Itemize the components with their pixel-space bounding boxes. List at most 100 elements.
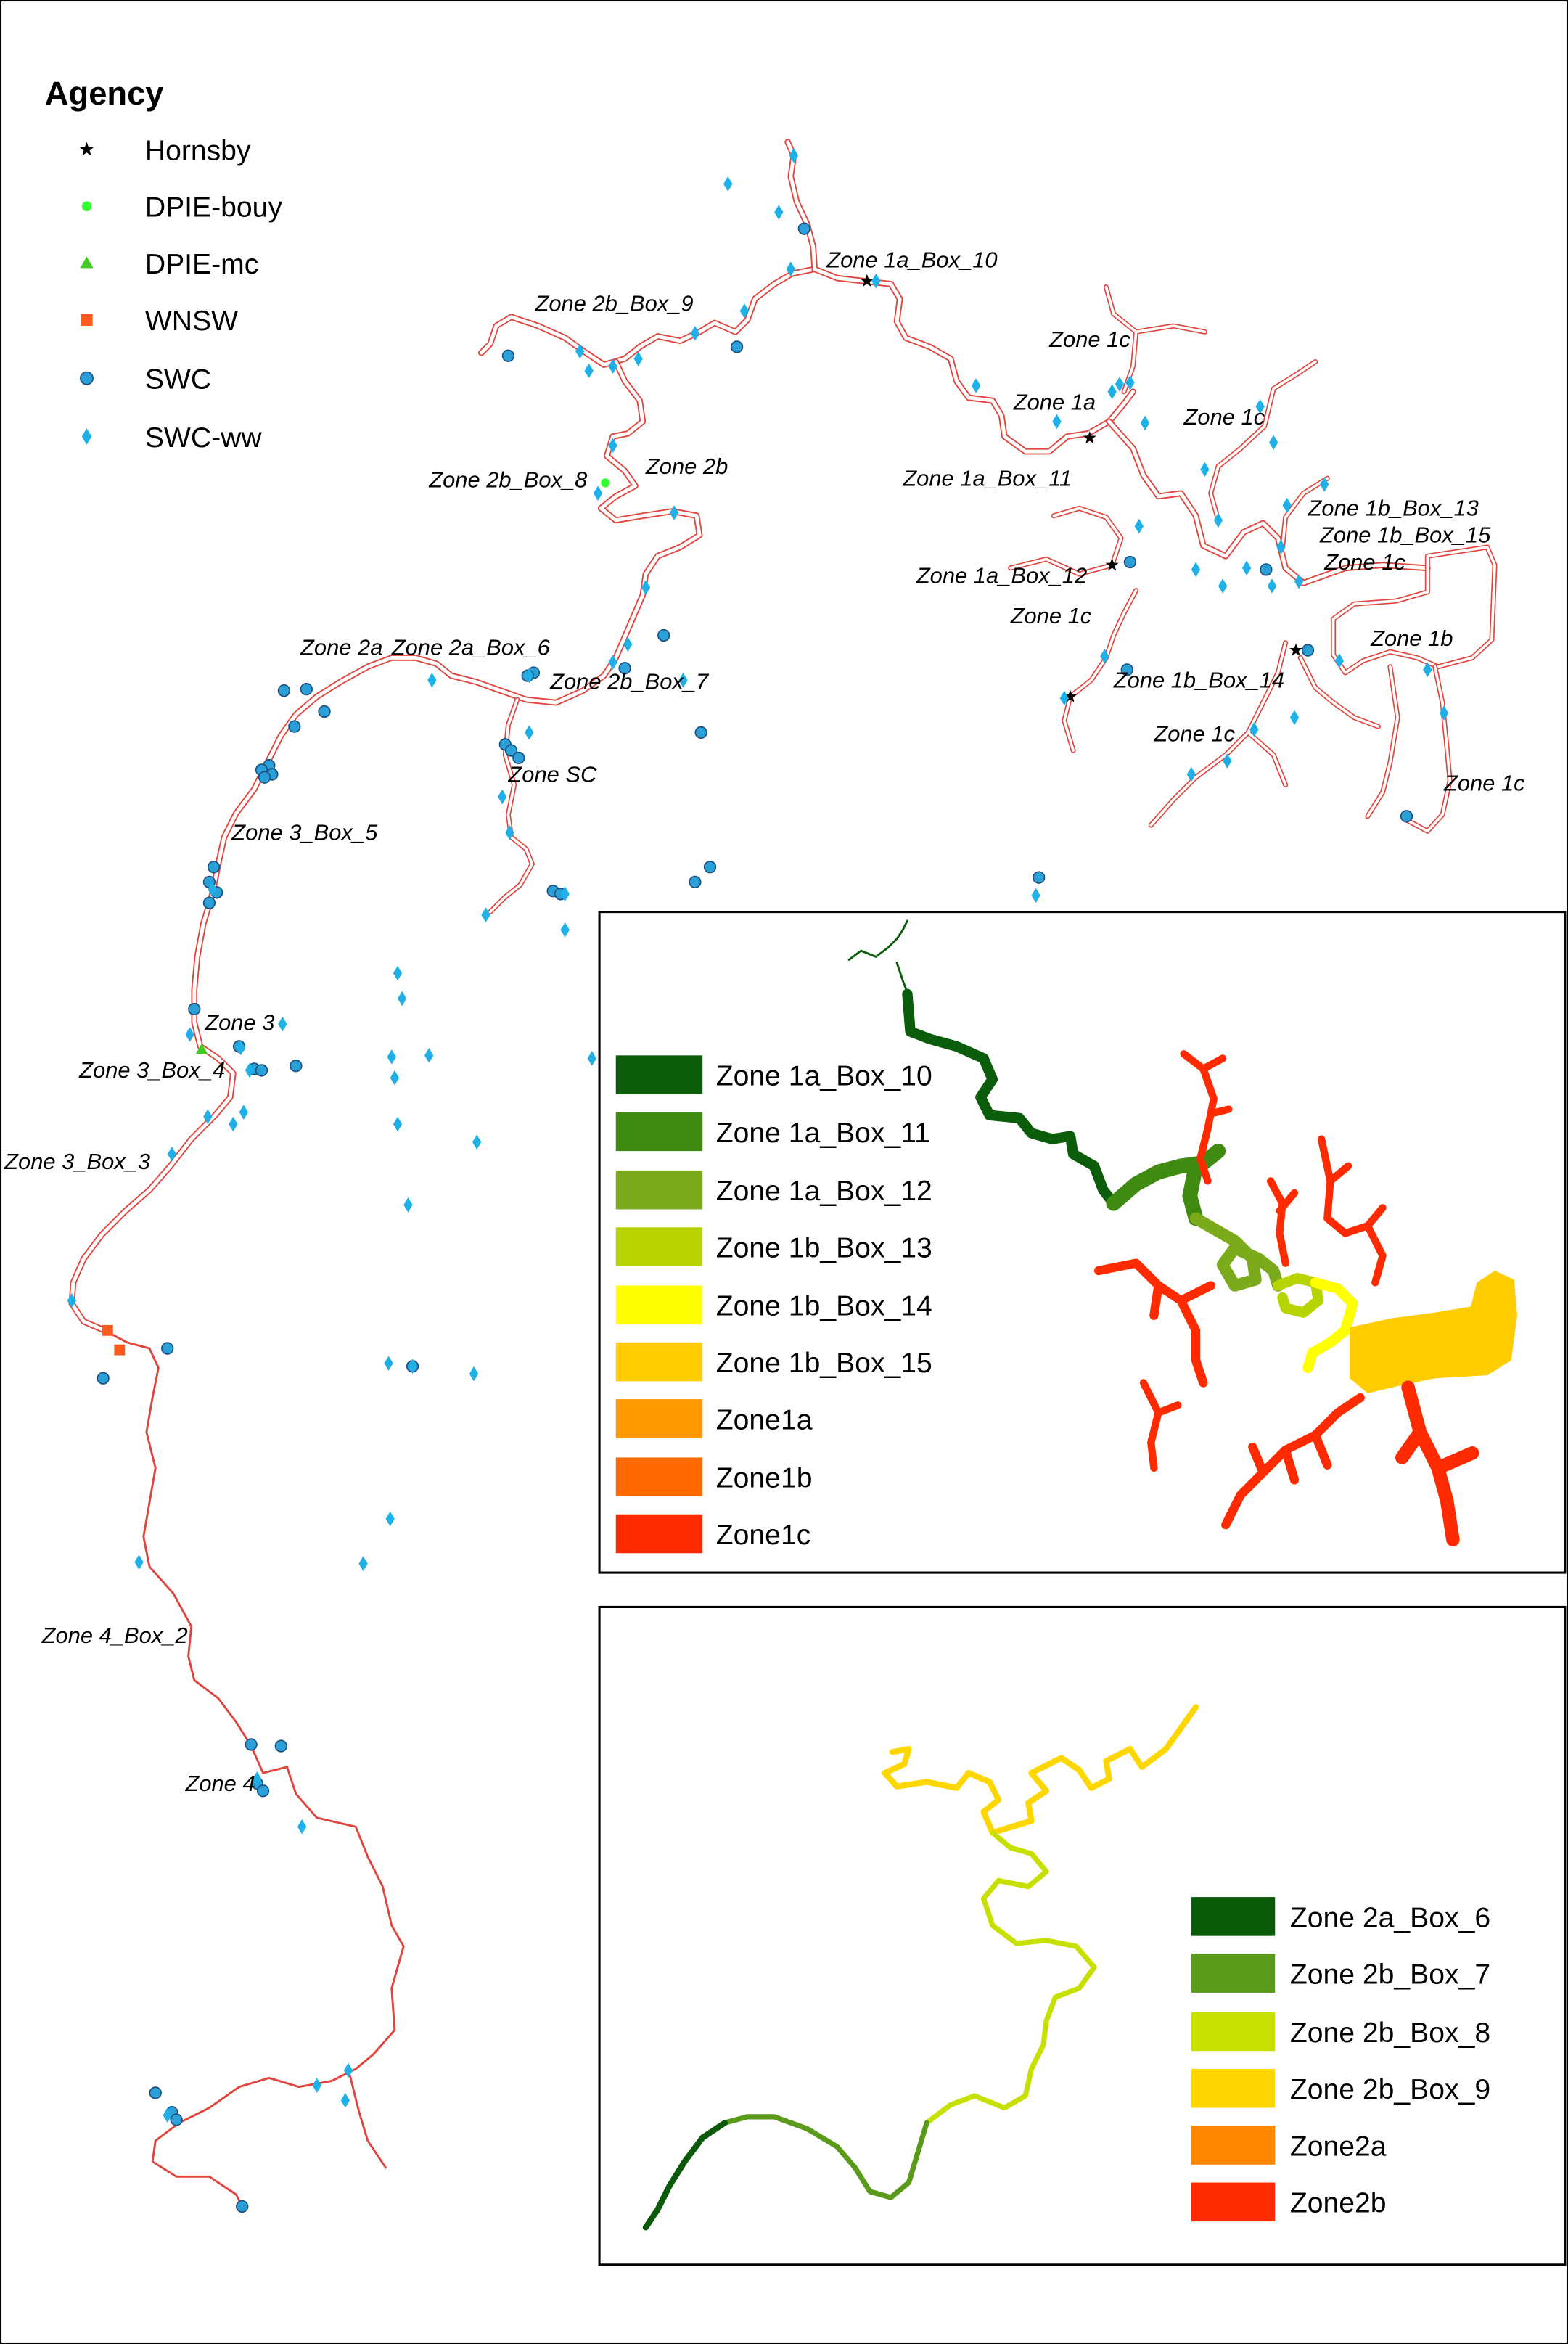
legend-label: Zone 1a_Box_12 [716, 1176, 932, 1207]
legend-label: Zone1b [716, 1463, 813, 1494]
zone2-inset-legend: Zone 2a_Box_6 Zone 2b_Box_7 Zone 2b_Box_… [1191, 1897, 1490, 2222]
legend-symbol [81, 314, 93, 326]
zone-label: Zone 3 [204, 1009, 274, 1035]
zone-label: Zone 4_Box_2 [41, 1623, 188, 1648]
legend-swatch [615, 1342, 703, 1382]
legend-swatch [615, 1112, 703, 1152]
swc-ww-site-marker [390, 1070, 400, 1086]
swc-ww-site-marker [245, 1062, 255, 1078]
legend-label: Zone 1a_Box_10 [716, 1061, 932, 1092]
hornsby-site-marker [1105, 558, 1119, 571]
zone1-inset: Zone 1a_Box_10 Zone 1a_Box_11 Zone 1a_Bo… [598, 911, 1567, 1574]
swc-ww-site-marker [239, 1105, 248, 1120]
legend-label: Zone 2b_Box_9 [1290, 2074, 1490, 2105]
swc-ww-site-marker [633, 351, 643, 366]
zone-label: Zone 3_Box_3 [4, 1149, 150, 1174]
swc-ww-site-marker [1294, 574, 1304, 589]
zone1c-tributary-area [1395, 1380, 1479, 1547]
swc-ww-site-marker [134, 1554, 144, 1570]
swc-ww-site-marker [343, 2062, 353, 2078]
swc-site-marker [689, 875, 702, 889]
zone2b-box7-area [722, 2114, 929, 2200]
swc-ww-site-marker [575, 343, 585, 359]
swc-site-marker [300, 682, 313, 696]
swc-ww-site-marker [584, 363, 594, 379]
swc-site-marker [797, 222, 810, 235]
swc-ww-site-marker [1223, 753, 1232, 769]
dpie-bouy-site-marker [601, 478, 610, 488]
zone-labels: Zone 1a_Box_10 Zone 2b_Box_9 Zone 1c Zon… [4, 247, 1525, 1796]
swc-site-marker [202, 896, 216, 909]
swc-ww-site-marker [608, 438, 617, 454]
swc-ww-site-marker [408, 1359, 417, 1374]
swc-ww-site-marker [167, 1146, 177, 1162]
swc-ww-site-marker [424, 1048, 434, 1063]
swc-site-marker [149, 2086, 162, 2099]
legend-label: Zone 2a_Box_6 [1290, 1902, 1490, 1933]
swc-ww-site-marker [472, 1134, 482, 1150]
swc-site-marker [256, 1784, 270, 1798]
swc-ww-site-marker [723, 176, 733, 192]
swc-ww-site-marker [1282, 497, 1292, 513]
swc-site-marker [258, 771, 271, 784]
zone-label: Zone 1a_Box_11 [902, 465, 1072, 491]
zone1a-upper-creek [847, 919, 908, 994]
legend-label: Zone 2b_Box_8 [1290, 2017, 1490, 2049]
swc-site-marker [694, 726, 707, 739]
wnsw-site-marker [102, 1324, 113, 1336]
swc-site-marker [236, 2200, 249, 2213]
swc-site-marker [1301, 644, 1315, 657]
swc-ww-site-marker [1107, 384, 1117, 400]
zone1c-areas [1093, 1050, 1479, 1547]
zone-label: Zone 1c [1323, 549, 1405, 575]
swc-site-marker [657, 628, 670, 642]
zone-label: Zone 1c [1010, 603, 1092, 628]
legend-label: DPIE-mc [145, 249, 259, 280]
zone1a-box12-area [1189, 1212, 1284, 1292]
zone1a-box10-area [902, 988, 1119, 1209]
swc-ww-site-marker [587, 1051, 596, 1066]
swc-ww-site-marker [497, 789, 507, 805]
swc-ww-site-marker [208, 882, 217, 897]
zone-label: Zone 2b_Box_8 [428, 467, 587, 493]
swc-ww-site-marker [469, 1366, 479, 1382]
circle-icon [81, 201, 92, 212]
swc-ww-site-marker [1115, 377, 1125, 392]
zone-label: Zone SC [507, 761, 597, 787]
legend-item-dpie-bouy: DPIE-bouy [81, 192, 282, 224]
legend-symbol [79, 142, 94, 156]
swc-ww-site-marker [340, 2092, 350, 2108]
legend-label: Zone 1a_Box_11 [716, 1118, 930, 1149]
legend-swatch [615, 1399, 703, 1438]
swc-ww-site-marker [393, 1116, 403, 1132]
zone1c-tributary-area [1093, 1258, 1215, 1388]
zone1b-box13-area [1273, 1273, 1324, 1318]
legend-swatch [615, 1227, 703, 1266]
legend-label: Zone 1b_Box_13 [716, 1232, 932, 1263]
swc-site-marker [170, 2113, 183, 2126]
zone1c-tributary-area [1139, 1379, 1182, 1472]
swc-ww-site-marker [871, 273, 881, 289]
swc-ww-site-marker [403, 1197, 413, 1213]
zone-label: Zone 2b_Box_9 [535, 290, 694, 316]
zone1c-tributary-area [1266, 1177, 1299, 1267]
swc-site-marker [504, 744, 518, 757]
legend-swatch [615, 1055, 703, 1094]
legend-label: Zone2a [1290, 2131, 1387, 2162]
zone-label: Zone 2a [300, 634, 382, 660]
swc-ww-site-marker [1255, 399, 1265, 414]
swc-site-marker [277, 684, 291, 697]
swc-site-marker [255, 1064, 268, 1077]
zone-label: Zone 2b_Box_7 [549, 669, 710, 694]
swc-ww-site-marker [1218, 578, 1228, 594]
legend-title: Agency [45, 75, 164, 112]
legend-swatch [1191, 2068, 1276, 2108]
swc-ww-site-marker [1267, 578, 1277, 594]
swc-ww-site-marker [397, 991, 407, 1007]
swc-site-marker [618, 662, 631, 675]
hornsby-site-marker [860, 274, 874, 287]
agency-legend: Agency Hornsby DPIE-bouy DPIE-mc WNSW SW… [45, 75, 283, 454]
legend-label: WNSW [145, 306, 238, 337]
swc-ww-site-marker [525, 725, 534, 740]
legend-item-wnsw: WNSW [81, 306, 238, 337]
